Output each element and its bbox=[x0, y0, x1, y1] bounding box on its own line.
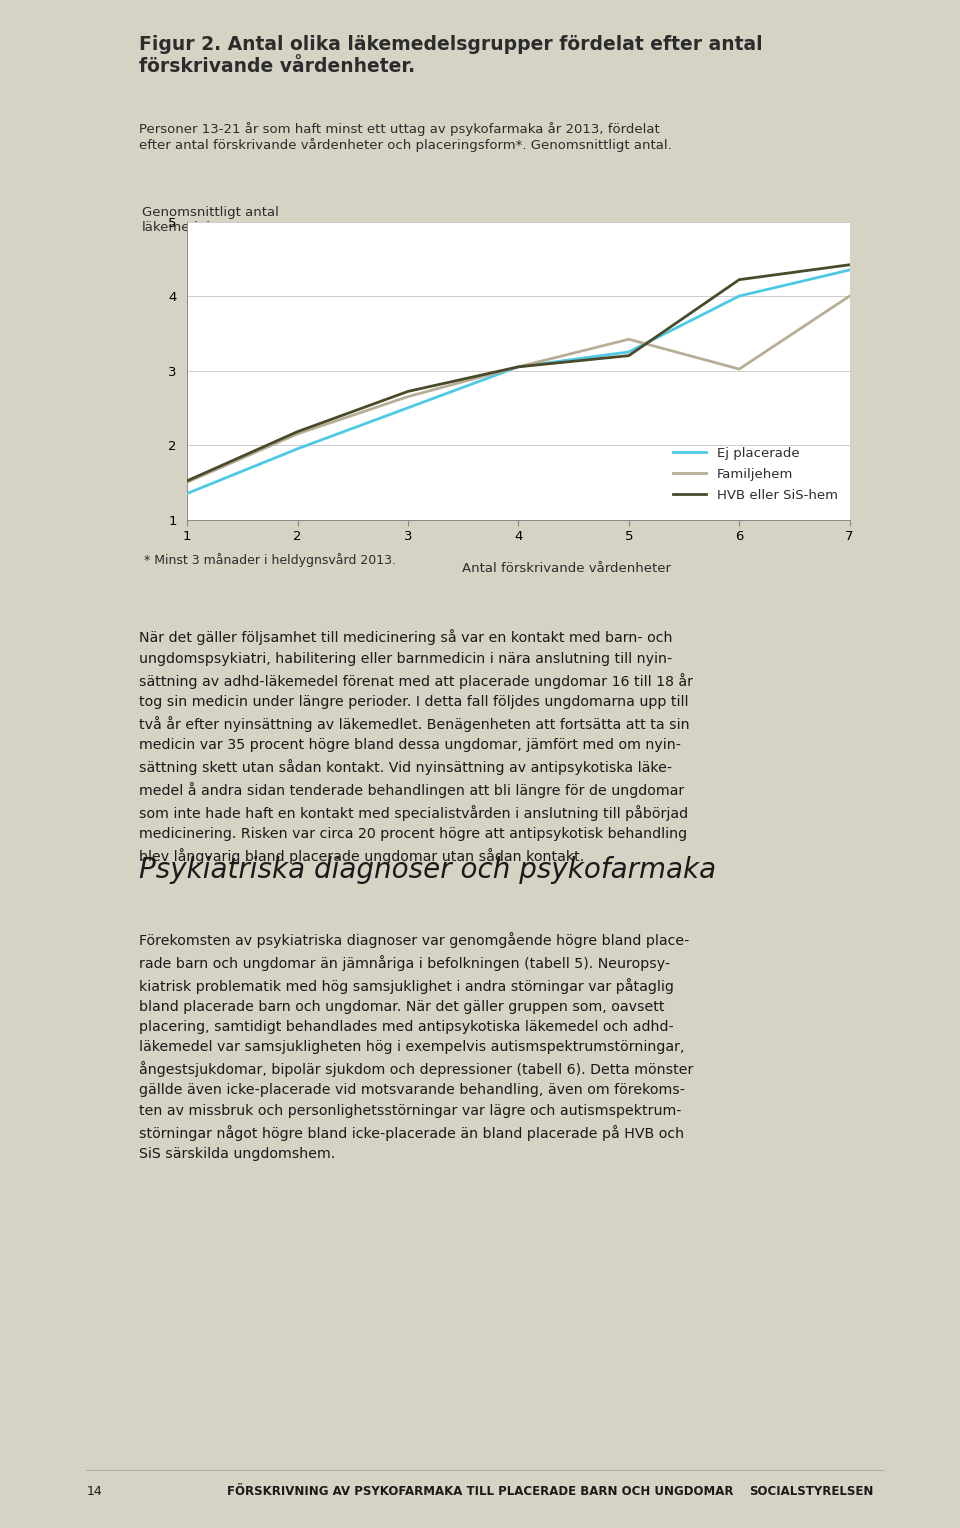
Text: När det gäller följsamhet till medicinering så var en kontakt med barn- och
ungd: När det gäller följsamhet till mediciner… bbox=[139, 630, 693, 865]
Text: FÖRSKRIVNING AV PSYKOFARMAKA TILL PLACERADE BARN OCH UNGDOMAR: FÖRSKRIVNING AV PSYKOFARMAKA TILL PLACER… bbox=[227, 1485, 733, 1499]
Text: SOCIALSTYRELSEN: SOCIALSTYRELSEN bbox=[749, 1485, 874, 1499]
Text: Antal förskrivande vårdenheter: Antal förskrivande vårdenheter bbox=[462, 562, 671, 576]
Text: * Minst 3 månader i heldygnsvård 2013.: * Minst 3 månader i heldygnsvård 2013. bbox=[144, 553, 396, 567]
Text: Psykiatriska diagnoser och psykofarmaka: Psykiatriska diagnoser och psykofarmaka bbox=[139, 856, 716, 883]
Text: Förekomsten av psykiatriska diagnoser var genomgående högre bland place-
rade ba: Förekomsten av psykiatriska diagnoser va… bbox=[139, 932, 693, 1161]
Legend: Ej placerade, Familjehem, HVB eller SiS-hem: Ej placerade, Familjehem, HVB eller SiS-… bbox=[668, 442, 843, 507]
Text: Figur 2. Antal olika läkemedelsgrupper fördelat efter antal
förskrivande vårdenh: Figur 2. Antal olika läkemedelsgrupper f… bbox=[139, 35, 763, 76]
Text: Personer 13-21 år som haft minst ett uttag av psykofarmaka år 2013, fördelat
eft: Personer 13-21 år som haft minst ett utt… bbox=[139, 122, 672, 153]
Text: Genomsnittligt antal
läkemedelsgrupper: Genomsnittligt antal läkemedelsgrupper bbox=[142, 206, 279, 234]
Text: 14: 14 bbox=[86, 1485, 102, 1499]
